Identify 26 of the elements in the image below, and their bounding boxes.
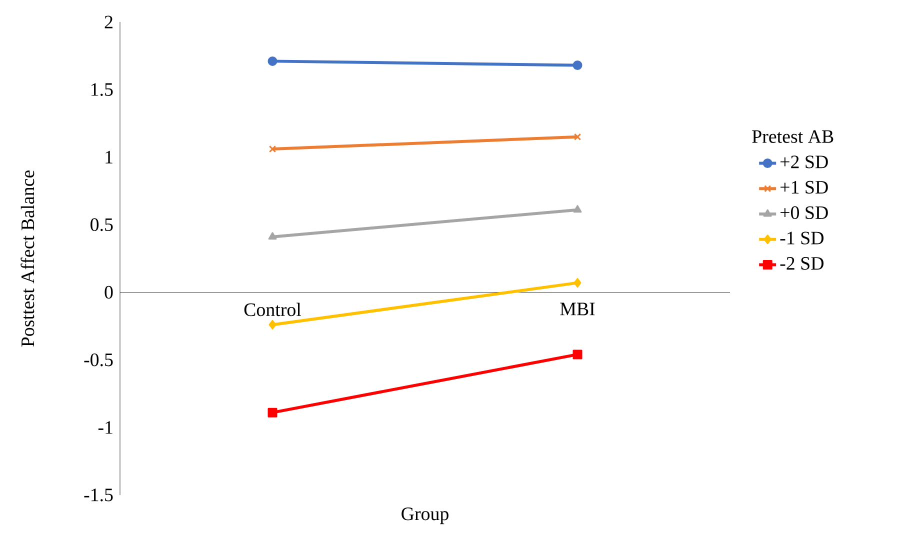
legend-label: -2 SD — [780, 257, 824, 270]
x-axis-title: Group — [402, 508, 448, 524]
point — [574, 278, 582, 288]
legend-label: +0 SD — [780, 206, 828, 220]
point — [268, 320, 276, 330]
legend-title: Pretest AB — [752, 130, 834, 143]
point — [268, 56, 278, 66]
y-tick-label: -0.5 — [84, 353, 113, 366]
legend-label: +2 SD — [780, 156, 828, 168]
y-tick-label: -1.5 — [84, 488, 113, 502]
point — [268, 408, 278, 418]
y-tick-label: -1 — [98, 421, 112, 434]
point — [574, 133, 582, 140]
point — [572, 350, 582, 360]
point — [268, 145, 276, 153]
y-tick-label: 0 — [104, 286, 113, 299]
point — [572, 60, 582, 70]
y-tick-label: 0.5 — [90, 218, 113, 232]
legend-label: +1 SD — [780, 180, 828, 194]
x-tick-label: MBI — [560, 302, 595, 316]
legend-label: -1 SD — [780, 232, 824, 244]
x-tick-label: Control — [244, 302, 302, 316]
y-axis-title: Posttest Affect Balance — [20, 170, 34, 347]
y-tick-label: 1.5 — [91, 83, 113, 96]
y-tick-label: 1 — [106, 150, 112, 164]
y-tick-label: 2 — [104, 16, 112, 28]
